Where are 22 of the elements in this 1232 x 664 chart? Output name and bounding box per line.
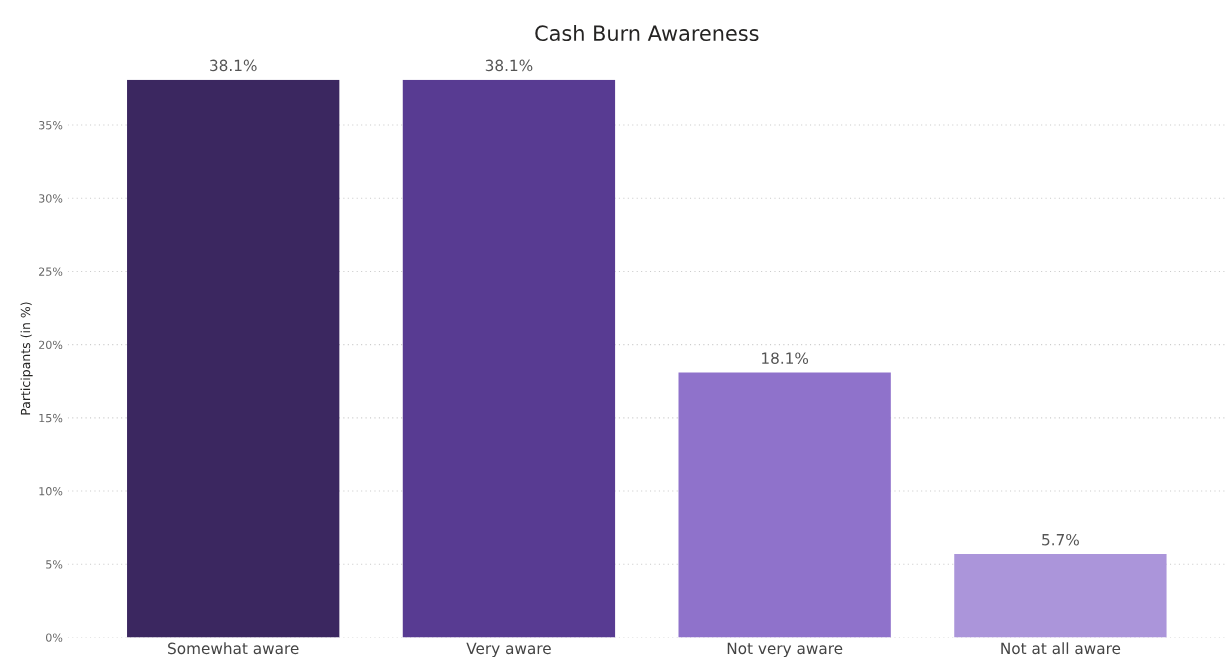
x-tick-label: Not at all aware — [1001, 642, 1121, 655]
bar — [954, 554, 1167, 638]
x-tick-label: Very aware — [466, 642, 551, 658]
bar — [402, 79, 616, 638]
y-tick-label: 25% — [39, 267, 63, 276]
y-tick-label: 30% — [39, 194, 63, 203]
bar — [127, 79, 340, 638]
data-label: 38.1% — [485, 59, 533, 72]
y-tick-label: 0% — [46, 633, 63, 642]
data-label: 18.1% — [762, 352, 809, 364]
x-tick-label: Not very aware — [727, 642, 843, 658]
data-label: 5.7% — [1042, 533, 1079, 546]
data-label: 38.1% — [210, 59, 257, 72]
y-tick-label: 5% — [46, 560, 63, 569]
y-axis-title: Participants (in %) — [20, 302, 33, 415]
bar — [678, 372, 891, 638]
y-tick-label: 15% — [39, 413, 63, 423]
y-tick-label: 35% — [39, 121, 63, 130]
y-tick-label: 10% — [39, 487, 63, 496]
chart-title: Cash Burn Awareness — [535, 24, 759, 42]
x-tick-label: Somewhat aware — [168, 642, 299, 655]
y-tick-label: 20% — [39, 340, 63, 350]
